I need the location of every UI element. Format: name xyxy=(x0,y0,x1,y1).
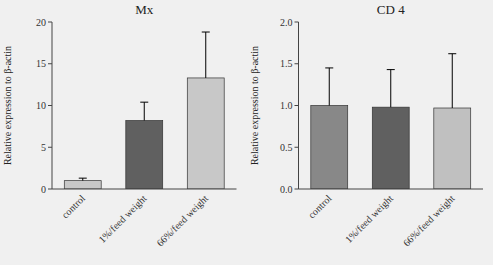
y-tick-label: 0.0 xyxy=(280,184,293,195)
bar xyxy=(187,78,224,189)
error-bar-cap xyxy=(202,32,210,33)
panel: CD 4 Relative expression to β-actin 0.0 0.5… xyxy=(249,2,484,249)
title: Mx xyxy=(135,2,154,17)
bars xyxy=(64,32,224,189)
x-tick-label: 1%/feed weight xyxy=(96,192,149,245)
error-bar-cap xyxy=(325,67,333,68)
bar xyxy=(311,106,348,190)
bars xyxy=(311,54,471,189)
y-tick xyxy=(48,63,52,64)
bar xyxy=(372,107,409,189)
x-axis xyxy=(52,189,237,190)
error-bar xyxy=(79,178,87,181)
error-bar xyxy=(140,102,148,120)
error-bar-cap xyxy=(387,69,395,70)
y-tick-label: 1.5 xyxy=(280,58,293,69)
y-tick-label: 15 xyxy=(36,58,46,69)
x-tick-label: control xyxy=(306,192,334,220)
y-tick-label: 5 xyxy=(41,142,46,153)
error-bar-cap xyxy=(140,102,148,103)
x-axis xyxy=(299,189,484,190)
error-bar-cap xyxy=(79,178,87,179)
error-bar xyxy=(387,70,395,108)
x-tick-label: 1%/feed weight xyxy=(343,192,396,245)
chart: Mx Relative expression to β-actin 0 5 10 15 20… xyxy=(0,0,493,265)
y-axis xyxy=(52,22,53,189)
bar xyxy=(64,181,101,189)
y-tick-label: 1.0 xyxy=(280,100,293,111)
error-bar-stem xyxy=(144,102,145,120)
error-bar xyxy=(202,32,210,78)
error-bar-stem xyxy=(205,32,206,78)
y-tick-label: 20 xyxy=(36,17,46,28)
error-bar xyxy=(325,68,333,106)
bar xyxy=(126,121,163,189)
error-bar xyxy=(448,54,456,108)
error-bar-stem xyxy=(329,68,330,106)
error-bar-stem xyxy=(390,70,391,108)
x-tick-label: 66%/feed weight xyxy=(401,192,457,248)
bar xyxy=(434,108,471,189)
y-tick xyxy=(295,147,299,148)
y-tick xyxy=(295,63,299,64)
panel: Mx Relative expression to β-actin 0 5 10 15 20… xyxy=(2,2,237,249)
x-tick-label: control xyxy=(59,192,87,220)
title: CD 4 xyxy=(377,2,405,17)
y-tick xyxy=(295,189,299,190)
y-tick xyxy=(295,22,299,23)
y-tick xyxy=(48,105,52,106)
y-tick-label: 10 xyxy=(36,100,46,111)
y-tick-label: 2.0 xyxy=(280,17,293,28)
y-tick xyxy=(48,189,52,190)
y-axis xyxy=(298,22,299,189)
y-tick xyxy=(295,105,299,106)
y-axis-label: Relative expression to β-actin xyxy=(249,46,260,165)
error-bar-stem xyxy=(452,54,453,108)
y-tick-label: 0 xyxy=(41,184,46,195)
y-tick xyxy=(48,22,52,23)
x-tick-label: 66%/feed weight xyxy=(154,192,210,248)
y-tick xyxy=(48,147,52,148)
error-bar-cap xyxy=(448,53,456,54)
y-tick-label: 0.5 xyxy=(280,142,293,153)
y-axis-label: Relative expression to β-actin xyxy=(2,46,13,165)
